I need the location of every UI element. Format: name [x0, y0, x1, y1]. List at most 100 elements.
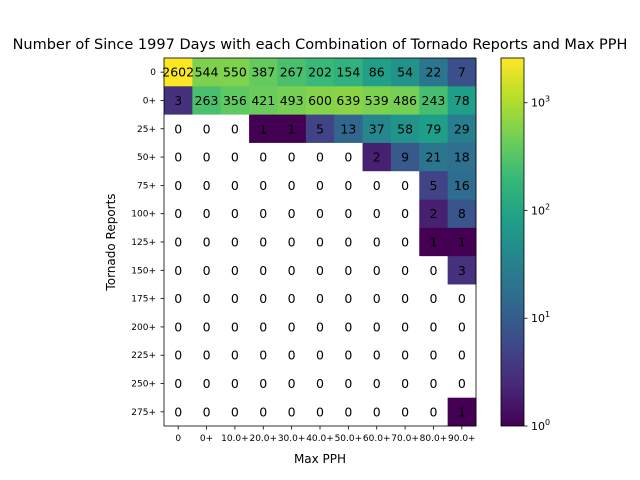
y-tick-label: 75+ [137, 181, 156, 191]
heatmap-cell [305, 397, 335, 427]
heatmap-cell [277, 284, 307, 314]
cell-value-label: 0 [458, 291, 466, 306]
y-tick-label: 25+ [137, 125, 156, 135]
cell-value-label: 0 [429, 348, 437, 363]
y-tick-label: 0+ [143, 96, 156, 106]
cell-value-label: 0 [316, 206, 324, 221]
heatmap-cell [277, 397, 307, 427]
heatmap-cell [447, 86, 477, 116]
x-tick-label: 0+ [200, 434, 213, 444]
heatmap-cell [192, 58, 222, 87]
heatmap-cell [390, 312, 420, 342]
heatmap-cell [419, 397, 449, 427]
cell-value-label: 0 [203, 263, 211, 278]
cell-value-label: 0 [401, 206, 409, 221]
heatmap-cell [220, 58, 250, 87]
heatmap-cell [334, 369, 363, 399]
cell-value-label: 0 [259, 404, 267, 419]
cell-value-label: 0 [316, 263, 324, 278]
cell-value-label: 600 [308, 93, 332, 108]
heatmap-cell [447, 312, 477, 342]
cell-value-label: 0 [288, 291, 296, 306]
cell-value-label: 0 [259, 319, 267, 334]
y-axis-ticks: 0 0+ 25+ 50+ 75+ 100+ 125+ 150+ 175+ 200+ 225+ 250+… [131, 68, 164, 418]
heatmap-cell [305, 199, 335, 229]
cell-value-label: 0 [231, 121, 239, 136]
y-tick-label: 100+ [131, 210, 156, 220]
cell-value-label: 0 [373, 348, 381, 363]
cell-value-label: 0 [203, 376, 211, 391]
cell-value-label: 0 [174, 319, 182, 334]
heatmap-cell [192, 199, 222, 229]
heatmap-cell [305, 227, 335, 257]
x-tick-label: 30.0+ [278, 434, 306, 444]
cell-value-label: 0 [174, 235, 182, 250]
colorbar-gradient [500, 57, 525, 427]
x-tick-label: 0 [175, 434, 181, 444]
cell-value-label: 0 [259, 150, 267, 165]
heatmap-cell [447, 397, 477, 427]
heatmap-cell [390, 369, 420, 399]
heatmap-cell [164, 341, 193, 370]
cell-value-label: 2 [429, 206, 437, 221]
colorbar-tick-label: 102 [531, 202, 550, 217]
cell-value-label: 202 [308, 65, 332, 80]
cell-value-label: 0 [259, 376, 267, 391]
cell-value-label: 0 [174, 404, 182, 419]
heatmap-cell [220, 142, 250, 172]
heatmap-cell [419, 284, 449, 314]
heatmap-cell [249, 369, 278, 399]
colorbar-tick-label: 101 [531, 310, 550, 325]
cell-value-label: 0 [401, 319, 409, 334]
heatmap-cell [362, 171, 392, 200]
heatmap-cell [419, 86, 449, 116]
heatmap-cell [249, 171, 278, 200]
heatmap-cell [390, 199, 420, 229]
cell-value-label: 0 [174, 291, 182, 306]
heatmap-cell [305, 256, 335, 285]
cell-value-label: 0 [203, 178, 211, 193]
heatmap-cell [419, 142, 449, 172]
heatmap-cell [164, 312, 193, 342]
cell-value-label: 0 [316, 404, 324, 419]
cell-value-label: 0 [344, 291, 352, 306]
cell-value-label: 0 [174, 178, 182, 193]
cell-value-label: 0 [401, 178, 409, 193]
x-tick-label: 40.0+ [306, 434, 334, 444]
y-tick-label: 50+ [137, 153, 156, 163]
heatmap-cell [362, 86, 392, 116]
heatmap-cell [419, 312, 449, 342]
cell-value-label: 486 [393, 93, 417, 108]
heatmap-cell [249, 199, 278, 229]
heatmap-cell [164, 86, 193, 116]
chart-title: Number of Since 1997 Days with each Comb… [13, 37, 628, 53]
heatmap-cell [249, 397, 278, 427]
cell-value-label: 539 [365, 93, 389, 108]
heatmap-cell [220, 227, 250, 257]
cell-value-label: 5 [429, 178, 437, 193]
heatmap-cell [164, 171, 193, 200]
cell-value-label: 0 [288, 206, 296, 221]
cell-value-label: 0 [373, 263, 381, 278]
cell-value-label: 0 [203, 319, 211, 334]
heatmap-cell [164, 397, 193, 427]
heatmap-cell [277, 369, 307, 399]
y-tick-label: 125+ [131, 238, 156, 248]
heatmap-cell [192, 227, 222, 257]
heatmap-cell [390, 341, 420, 370]
cell-value-label: 0 [344, 263, 352, 278]
cell-value-label: 86 [369, 65, 385, 80]
cell-value-label: 639 [336, 93, 360, 108]
y-tick-label: 250+ [131, 380, 156, 390]
heatmap-cell [390, 58, 420, 87]
heatmap-cell [419, 58, 449, 87]
heatmap-cell [334, 312, 363, 342]
heatmap-cell [362, 256, 392, 285]
cell-value-label: 0 [231, 178, 239, 193]
cell-value-label: 0 [288, 404, 296, 419]
cell-value-label: 0 [174, 263, 182, 278]
heatmap-cell [362, 369, 392, 399]
heatmap-cell [447, 341, 477, 370]
cell-value-label: 0 [231, 376, 239, 391]
cell-value-label: 1 [429, 235, 437, 250]
